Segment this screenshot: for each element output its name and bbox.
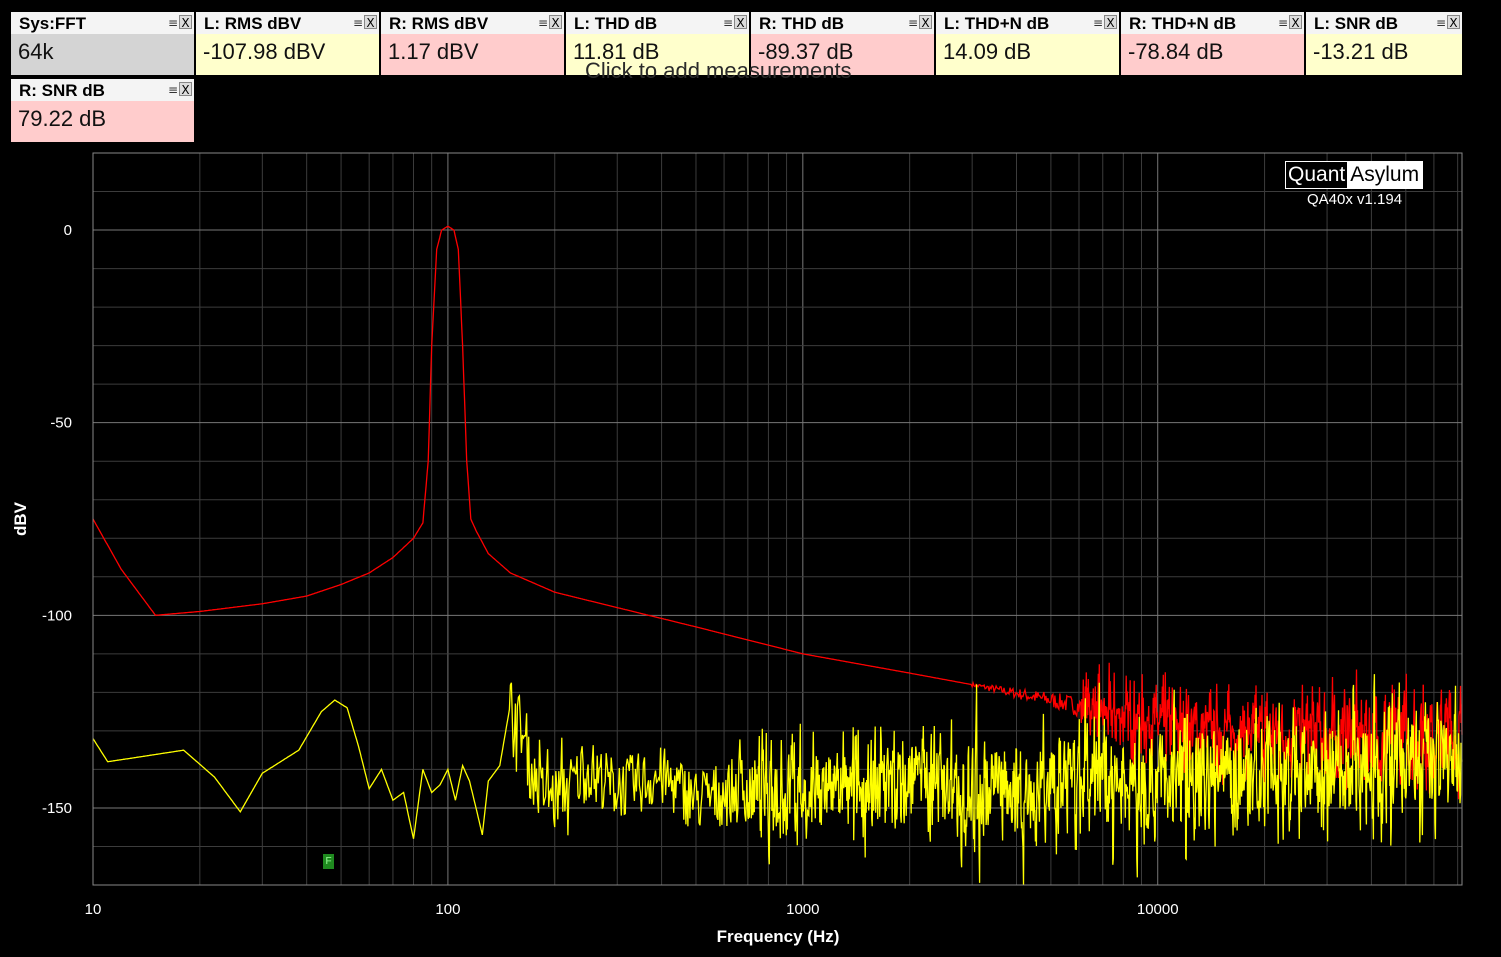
tile-title: R: THD+N dB — [1129, 14, 1237, 33]
tile-close-icon[interactable]: X — [1447, 15, 1460, 30]
measurement-tile[interactable]: Sys:FFT ≡ X 64k — [11, 12, 194, 75]
tile-value: 14.09 dB — [943, 39, 1032, 64]
x-tick-label: 1000 — [786, 901, 819, 918]
tile-value: 11.81 dB — [573, 39, 660, 64]
frequency-marker[interactable]: F — [323, 854, 334, 869]
y-axis-label: dBV — [11, 501, 30, 536]
x-ticks: 10 100 1000 10000 — [85, 901, 1179, 918]
tile-value: -13.21 dB — [1313, 39, 1409, 64]
tile-menu-icon[interactable]: ≡ — [907, 16, 918, 30]
tile-title: R: THD dB — [759, 14, 844, 33]
measurement-tile[interactable]: L: RMS dBV ≡ X -107.98 dBV — [196, 12, 379, 75]
y-tick-label: -50 — [50, 415, 72, 432]
quantasylum-logo: Quant Asylum — [1285, 161, 1424, 189]
tile-header — [1121, 12, 1304, 34]
tile-close-icon[interactable]: X — [1289, 15, 1302, 30]
tile-menu-icon[interactable]: ≡ — [537, 16, 548, 30]
tile-title: L: RMS dBV — [204, 14, 302, 33]
tile-close-icon[interactable]: X — [734, 15, 747, 30]
measurement-tile[interactable]: R: RMS dBV ≡ X 1.17 dBV — [381, 12, 564, 75]
tile-header — [566, 12, 749, 34]
tile-menu-icon[interactable]: ≡ — [1092, 16, 1103, 30]
x-tick-label: 100 — [435, 901, 460, 918]
measurement-tile[interactable]: L: THD+N dB ≡ X 14.09 dB — [936, 12, 1119, 75]
tile-menu-icon[interactable]: ≡ — [1435, 16, 1446, 30]
y-ticks: 0 -50 -100 -150 — [42, 222, 72, 817]
tile-title: L: THD dB — [574, 14, 658, 33]
tile-header — [1306, 12, 1462, 34]
tile-value: 1.17 dBV — [388, 39, 479, 64]
tile-menu-icon[interactable]: ≡ — [352, 16, 363, 30]
x-axis-label: Frequency (Hz) — [717, 927, 840, 946]
tile-menu-icon[interactable]: ≡ — [167, 83, 178, 97]
measurement-tile[interactable]: R: SNR dB ≡ X 79.22 dB — [11, 79, 194, 142]
y-tick-label: 0 — [64, 222, 72, 239]
version-label: QA40x v1.194 — [1307, 191, 1403, 208]
tile-title: Sys:FFT — [19, 14, 87, 33]
tile-close-icon[interactable]: X — [179, 82, 192, 97]
tile-value: -78.84 dB — [1128, 39, 1224, 64]
tile-header — [11, 12, 194, 34]
logo-asylum: Asylum — [1347, 162, 1423, 188]
measurement-tile[interactable]: R: THD+N dB ≡ X -78.84 dB — [1121, 12, 1304, 75]
tile-value: -107.98 dBV — [203, 39, 326, 64]
tile-menu-icon[interactable]: ≡ — [1277, 16, 1288, 30]
tile-header — [751, 12, 934, 34]
tile-header — [196, 12, 379, 34]
tile-value: -89.37 dB — [758, 39, 854, 64]
tile-title: L: THD+N dB — [944, 14, 1050, 33]
tile-value: 79.22 dB — [18, 106, 107, 131]
y-tick-label: -150 — [42, 800, 72, 817]
plot-frame — [92, 152, 1463, 886]
tile-close-icon[interactable]: X — [919, 15, 932, 30]
tile-title: R: SNR dB — [19, 81, 105, 100]
x-tick-label: 10 — [85, 901, 102, 918]
tile-header — [11, 79, 194, 101]
tile-header — [936, 12, 1119, 34]
tile-menu-icon[interactable]: ≡ — [167, 16, 178, 30]
tile-header — [381, 12, 564, 34]
tile-close-icon[interactable]: X — [364, 15, 377, 30]
tile-close-icon[interactable]: X — [549, 15, 562, 30]
logo-quant: Quant — [1286, 162, 1348, 188]
tile-value: 64k — [18, 39, 54, 64]
tile-close-icon[interactable]: X — [1104, 15, 1117, 30]
series-line-1 — [92, 674, 1463, 886]
measurement-tile[interactable]: L: THD dB ≡ X 11.81 dB — [566, 12, 749, 75]
tile-title: L: SNR dB — [1314, 14, 1399, 33]
x-tick-label: 10000 — [1137, 901, 1179, 918]
tile-menu-icon[interactable]: ≡ — [722, 16, 733, 30]
measurement-tile[interactable]: L: SNR dB ≡ X -13.21 dB — [1306, 12, 1462, 75]
plot-area — [92, 225, 1463, 886]
add-measurements-hint[interactable]: Click to add measurements — [585, 58, 852, 83]
tile-close-icon[interactable]: X — [179, 15, 192, 30]
measurement-tile[interactable]: R: THD dB ≡ X -89.37 dB — [751, 12, 934, 75]
y-tick-label: -100 — [42, 607, 72, 624]
tile-title: R: RMS dBV — [389, 14, 489, 33]
